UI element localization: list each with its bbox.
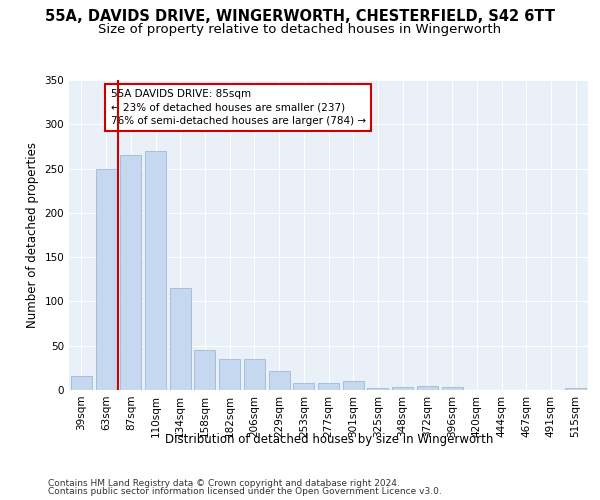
Bar — [565, 388, 586, 390]
Text: Distribution of detached houses by size in Wingerworth: Distribution of detached houses by size … — [164, 432, 493, 446]
Y-axis label: Number of detached properties: Number of detached properties — [26, 142, 39, 328]
Bar — [145, 151, 166, 390]
Bar — [244, 359, 265, 390]
Text: 55A DAVIDS DRIVE: 85sqm
← 23% of detached houses are smaller (237)
76% of semi-d: 55A DAVIDS DRIVE: 85sqm ← 23% of detache… — [110, 90, 365, 126]
Bar — [318, 383, 339, 390]
Bar — [269, 370, 290, 390]
Text: Size of property relative to detached houses in Wingerworth: Size of property relative to detached ho… — [98, 22, 502, 36]
Text: Contains public sector information licensed under the Open Government Licence v3: Contains public sector information licen… — [48, 487, 442, 496]
Bar — [120, 156, 141, 390]
Bar — [343, 381, 364, 390]
Bar — [392, 388, 413, 390]
Bar — [95, 168, 116, 390]
Bar — [219, 359, 240, 390]
Bar — [293, 383, 314, 390]
Text: Contains HM Land Registry data © Crown copyright and database right 2024.: Contains HM Land Registry data © Crown c… — [48, 478, 400, 488]
Text: 55A, DAVIDS DRIVE, WINGERWORTH, CHESTERFIELD, S42 6TT: 55A, DAVIDS DRIVE, WINGERWORTH, CHESTERF… — [45, 9, 555, 24]
Bar — [367, 388, 388, 390]
Bar — [71, 376, 92, 390]
Bar — [442, 388, 463, 390]
Bar — [417, 386, 438, 390]
Bar — [170, 288, 191, 390]
Bar — [194, 350, 215, 390]
